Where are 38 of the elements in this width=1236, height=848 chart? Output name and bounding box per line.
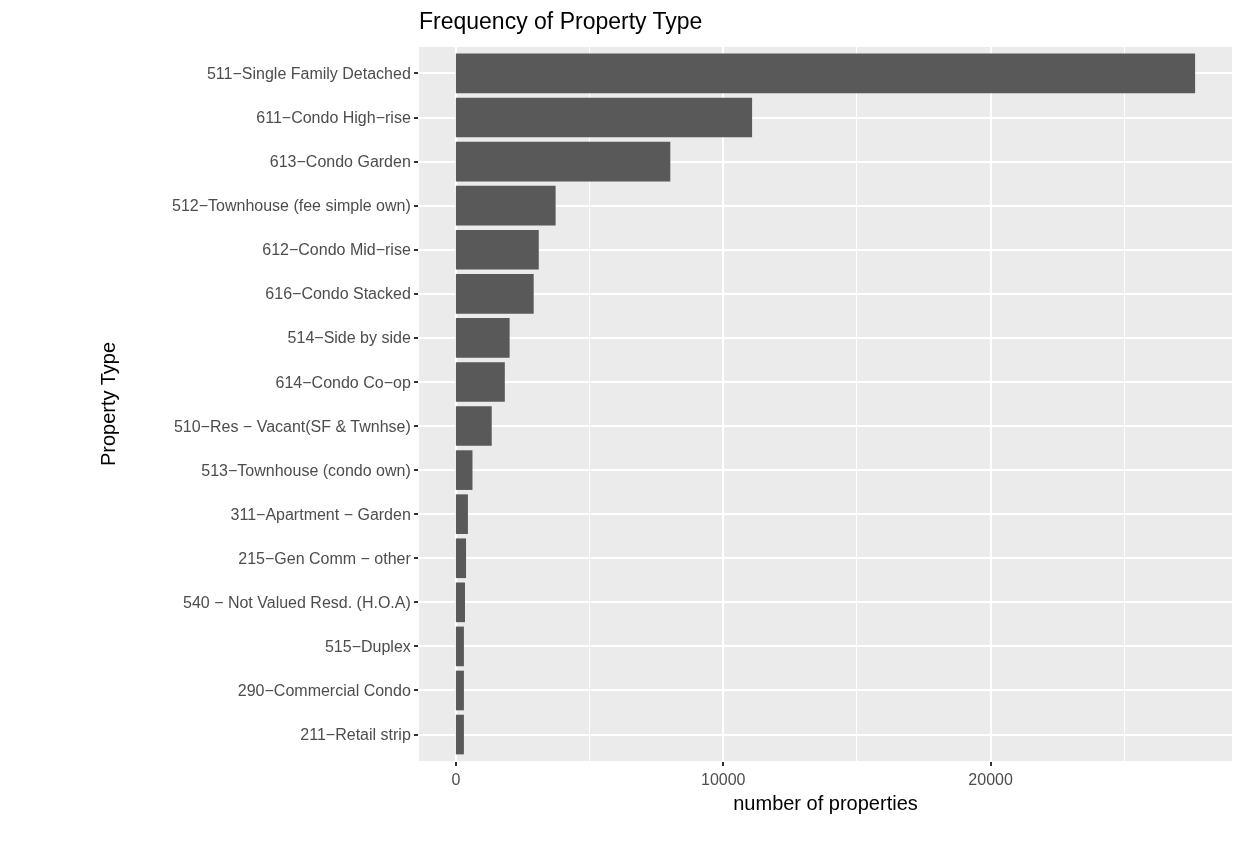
y-tick-label: 614−Condo Co−op [275,373,411,391]
y-tick-label: 514−Side by side [287,329,411,347]
bar [455,670,464,711]
bar [455,582,465,623]
x-tick-label: 0 [451,771,461,789]
y-tick-label: 540 − Not Valued Resd. (H.O.A) [182,593,411,611]
y-tick-label: 513−Townhouse (condo own) [201,461,411,479]
bar [455,229,539,270]
bar [455,185,556,226]
y-tick-label: 612−Condo Mid−rise [262,241,411,259]
bar [455,494,468,535]
bar [455,141,671,182]
y-tick-label: 616−Condo Stacked [265,285,411,303]
y-tick-label: 512−Townhouse (fee simple own) [171,197,411,215]
y-tick-label: 613−Condo Garden [269,153,411,171]
x-axis-title: number of properties [733,791,918,814]
bar [455,450,473,490]
y-tick-label: 290−Commercial Condo [237,682,411,700]
x-tick-label: 10000 [700,771,746,789]
x-tick-label: 20000 [968,771,1013,789]
bar [455,406,492,446]
bar [455,97,753,138]
y-tick-label: 611−Condo High−rise [256,109,411,127]
y-tick-label: 215−Gen Comm − other [238,549,412,567]
y-axis-title: Property Type [97,341,120,467]
y-tick-label: 311−Apartment − Garden [230,505,411,523]
bar [455,538,467,579]
bar [455,714,464,755]
bar [455,362,505,402]
bar [455,626,464,667]
y-tick-label: 511−Single Family Detached [206,65,411,83]
bar [455,318,510,358]
bar [455,53,1196,94]
y-tick-label: 510−Res − Vacant(SF & Twnhse) [173,417,411,435]
y-tick-label: 515−Duplex [324,638,411,656]
chart-title: Frequency of Property Type [419,7,703,34]
bar [455,273,534,314]
y-tick-label: 211−Retail strip [300,726,411,744]
